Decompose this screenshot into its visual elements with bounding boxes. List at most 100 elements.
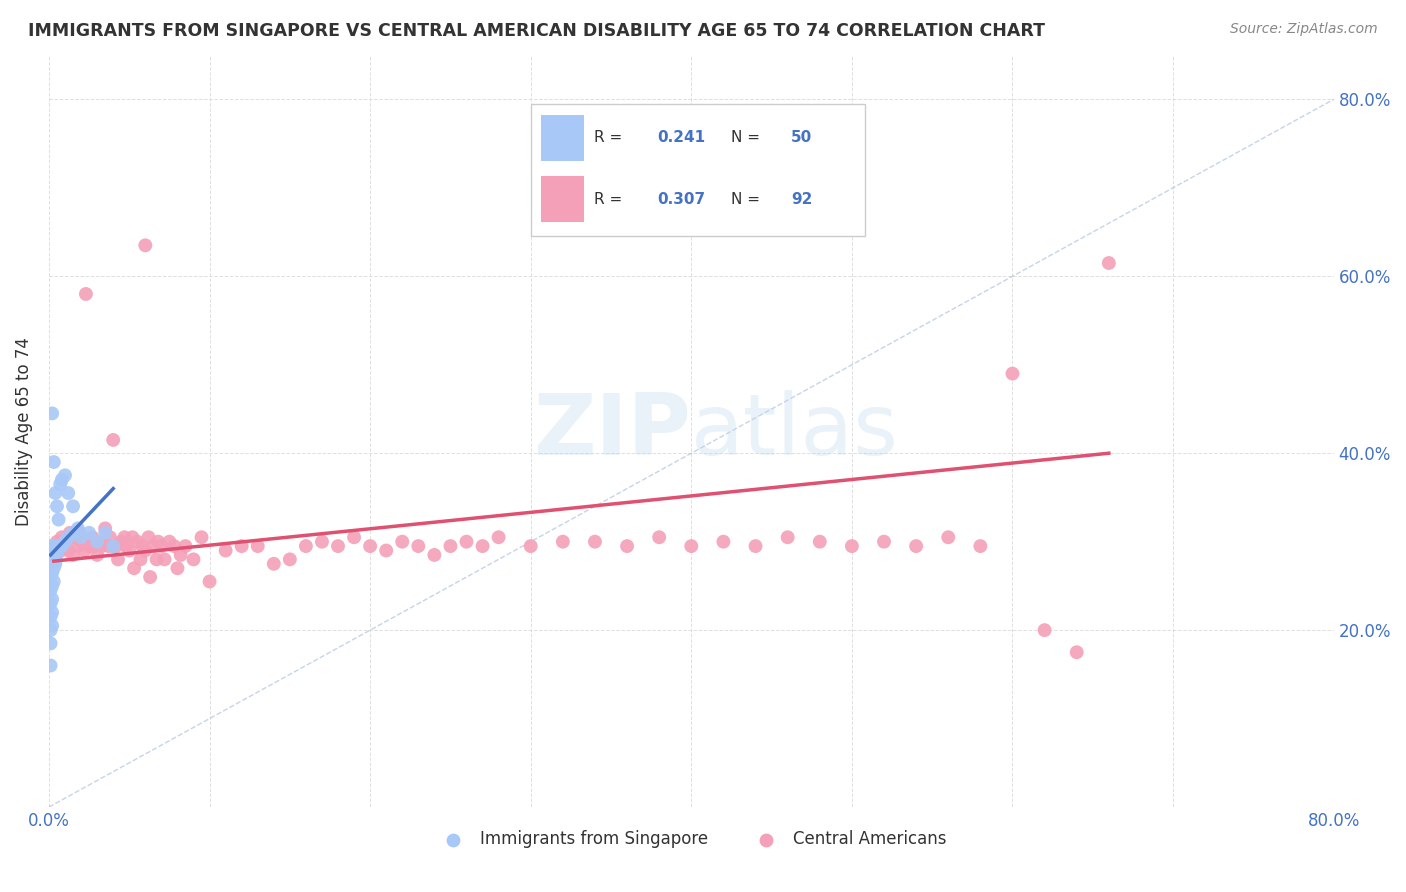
Point — [52, 539, 75, 553]
Point — [48, 512, 70, 526]
Point — [1001, 367, 1024, 381]
Point — [39, 552, 62, 566]
Point — [41, 548, 63, 562]
Point — [44, 548, 66, 562]
Point — [62, 500, 84, 514]
Point — [89, 534, 111, 549]
Point — [150, 539, 173, 553]
Point — [166, 561, 188, 575]
Point — [51, 539, 73, 553]
Point — [59, 525, 82, 540]
Point — [49, 539, 72, 553]
Point — [105, 539, 128, 553]
Point — [44, 539, 66, 553]
Point — [42, 543, 65, 558]
Point — [648, 530, 671, 544]
Point — [49, 477, 72, 491]
Point — [41, 618, 63, 632]
Point — [359, 539, 381, 553]
Point — [163, 539, 186, 553]
Point — [39, 583, 62, 598]
Point — [39, 658, 62, 673]
Point — [77, 525, 100, 540]
Text: atlas: atlas — [692, 390, 900, 473]
Point — [39, 636, 62, 650]
Point — [471, 539, 494, 553]
Point — [62, 525, 84, 540]
Point — [41, 539, 63, 553]
Point — [423, 548, 446, 562]
Point — [134, 238, 156, 252]
Point — [713, 534, 735, 549]
Point — [190, 530, 212, 544]
Point — [42, 455, 65, 469]
Point — [343, 530, 366, 544]
Point — [97, 539, 120, 553]
Point — [39, 597, 62, 611]
Point — [138, 530, 160, 544]
Point — [94, 525, 117, 540]
Point — [42, 539, 65, 553]
Point — [91, 539, 114, 553]
Point — [77, 539, 100, 553]
Point — [86, 548, 108, 562]
Point — [103, 539, 125, 553]
Point — [103, 433, 125, 447]
Point — [110, 534, 132, 549]
Point — [41, 606, 63, 620]
Y-axis label: Disability Age 65 to 74: Disability Age 65 to 74 — [15, 336, 32, 525]
Point — [1066, 645, 1088, 659]
Point — [46, 539, 69, 553]
Point — [391, 534, 413, 549]
Point — [98, 530, 121, 544]
Text: ZIP: ZIP — [533, 390, 692, 473]
Point — [873, 534, 896, 549]
Point — [744, 539, 766, 553]
Point — [969, 539, 991, 553]
Point — [114, 530, 136, 544]
Point — [103, 539, 125, 553]
Point — [127, 534, 149, 549]
Point — [326, 539, 349, 553]
Point — [681, 539, 703, 553]
Point — [122, 561, 145, 575]
Point — [53, 534, 76, 549]
Point — [66, 521, 89, 535]
Point — [246, 539, 269, 553]
Point — [616, 539, 638, 553]
Point — [58, 486, 80, 500]
Text: Source: ZipAtlas.com: Source: ZipAtlas.com — [1230, 22, 1378, 37]
Point — [75, 287, 97, 301]
Point — [42, 539, 65, 553]
Point — [1033, 623, 1056, 637]
Point — [263, 557, 285, 571]
Point — [42, 552, 65, 566]
Point — [44, 557, 66, 571]
Point — [936, 530, 959, 544]
Point — [408, 539, 430, 553]
Point — [53, 534, 76, 549]
Point — [63, 530, 86, 544]
Point — [41, 406, 63, 420]
Point — [83, 539, 105, 553]
Point — [39, 610, 62, 624]
Point — [39, 623, 62, 637]
Point — [62, 548, 84, 562]
Point — [183, 552, 205, 566]
Point — [39, 539, 62, 553]
Point — [231, 539, 253, 553]
Point — [145, 552, 167, 566]
Point — [49, 543, 72, 558]
Point — [439, 539, 461, 553]
Point — [295, 539, 318, 553]
Point — [1098, 256, 1121, 270]
Point — [42, 561, 65, 575]
Point — [146, 534, 169, 549]
Point — [46, 548, 69, 562]
Point — [583, 534, 606, 549]
Point — [53, 468, 76, 483]
Point — [905, 539, 928, 553]
Point — [94, 521, 117, 535]
Point — [51, 473, 73, 487]
Point — [311, 534, 333, 549]
